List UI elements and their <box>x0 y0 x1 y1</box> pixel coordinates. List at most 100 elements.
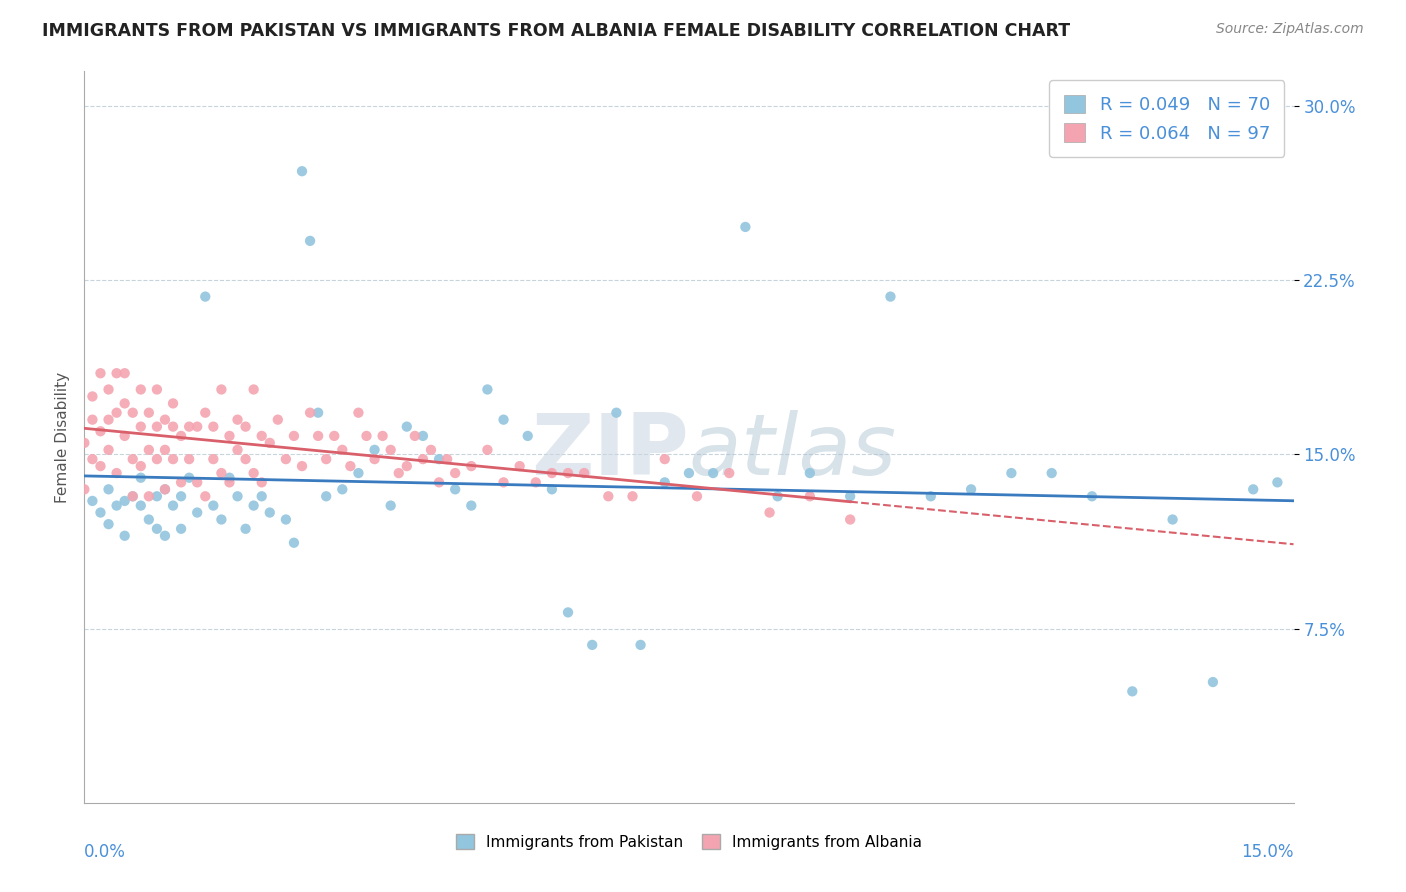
Point <box>179 471 201 485</box>
Point <box>129 419 152 434</box>
Point <box>194 290 217 304</box>
Point <box>170 475 193 490</box>
Point <box>82 412 104 426</box>
Point <box>97 483 120 497</box>
Point <box>1202 675 1225 690</box>
Point <box>226 489 249 503</box>
Point <box>162 452 184 467</box>
Point <box>758 506 780 520</box>
Point <box>420 442 443 457</box>
Legend: Immigrants from Pakistan, Immigrants from Albania: Immigrants from Pakistan, Immigrants fro… <box>449 826 929 857</box>
Point <box>412 452 434 467</box>
Point <box>129 459 152 474</box>
Point <box>250 489 273 503</box>
Point <box>242 383 264 397</box>
Point <box>121 489 143 503</box>
Point <box>630 638 652 652</box>
Point <box>879 290 901 304</box>
Point <box>114 429 136 443</box>
Point <box>371 429 394 443</box>
Point <box>299 406 322 420</box>
Point <box>121 452 143 467</box>
Point <box>718 466 741 480</box>
Point <box>146 383 169 397</box>
Point <box>114 396 136 410</box>
Point <box>412 429 434 443</box>
Point <box>218 429 240 443</box>
Point <box>460 499 482 513</box>
Point <box>541 483 564 497</box>
Point <box>581 638 603 652</box>
Point <box>146 522 169 536</box>
Point <box>138 406 160 420</box>
Point <box>114 366 136 380</box>
Point <box>186 475 208 490</box>
Point <box>291 164 314 178</box>
Point <box>839 489 862 503</box>
Point <box>209 466 232 480</box>
Point <box>380 499 402 513</box>
Point <box>1161 512 1184 526</box>
Point <box>218 471 240 485</box>
Point <box>129 383 152 397</box>
Point <box>299 234 322 248</box>
Point <box>138 442 160 457</box>
Point <box>89 506 111 520</box>
Point <box>114 494 136 508</box>
Point <box>524 475 547 490</box>
Text: 0.0%: 0.0% <box>84 843 127 861</box>
Point <box>82 452 104 467</box>
Point <box>339 459 361 474</box>
Point <box>799 466 821 480</box>
Point <box>146 452 169 467</box>
Point <box>330 442 353 457</box>
Point <box>492 412 515 426</box>
Point <box>516 429 538 443</box>
Point <box>170 489 193 503</box>
Point <box>274 452 297 467</box>
Point <box>250 475 273 490</box>
Point <box>799 489 821 503</box>
Point <box>105 406 128 420</box>
Point <box>179 452 201 467</box>
Point <box>460 459 482 474</box>
Point <box>356 429 378 443</box>
Point <box>766 489 789 503</box>
Point <box>315 489 337 503</box>
Point <box>678 466 700 480</box>
Point <box>315 452 337 467</box>
Text: atlas: atlas <box>689 410 897 493</box>
Point <box>598 489 620 503</box>
Point <box>121 489 143 503</box>
Point <box>235 452 257 467</box>
Point <box>1000 466 1022 480</box>
Point <box>82 494 104 508</box>
Point <box>226 412 249 426</box>
Point <box>307 406 329 420</box>
Point <box>572 466 595 480</box>
Point <box>242 499 264 513</box>
Point <box>509 459 531 474</box>
Point <box>734 219 756 234</box>
Point <box>259 506 281 520</box>
Point <box>170 522 193 536</box>
Point <box>363 452 385 467</box>
Text: IMMIGRANTS FROM PAKISTAN VS IMMIGRANTS FROM ALBANIA FEMALE DISABILITY CORRELATIO: IMMIGRANTS FROM PAKISTAN VS IMMIGRANTS F… <box>42 22 1070 40</box>
Point <box>242 466 264 480</box>
Point <box>186 419 208 434</box>
Point <box>153 529 176 543</box>
Point <box>444 466 467 480</box>
Point <box>960 483 983 497</box>
Point <box>267 412 290 426</box>
Point <box>202 499 225 513</box>
Point <box>307 429 329 443</box>
Point <box>146 419 169 434</box>
Point <box>89 424 111 438</box>
Point <box>283 535 305 549</box>
Point <box>153 412 176 426</box>
Point <box>395 419 418 434</box>
Point <box>73 436 96 450</box>
Point <box>1267 475 1289 490</box>
Point <box>388 466 411 480</box>
Point <box>129 499 152 513</box>
